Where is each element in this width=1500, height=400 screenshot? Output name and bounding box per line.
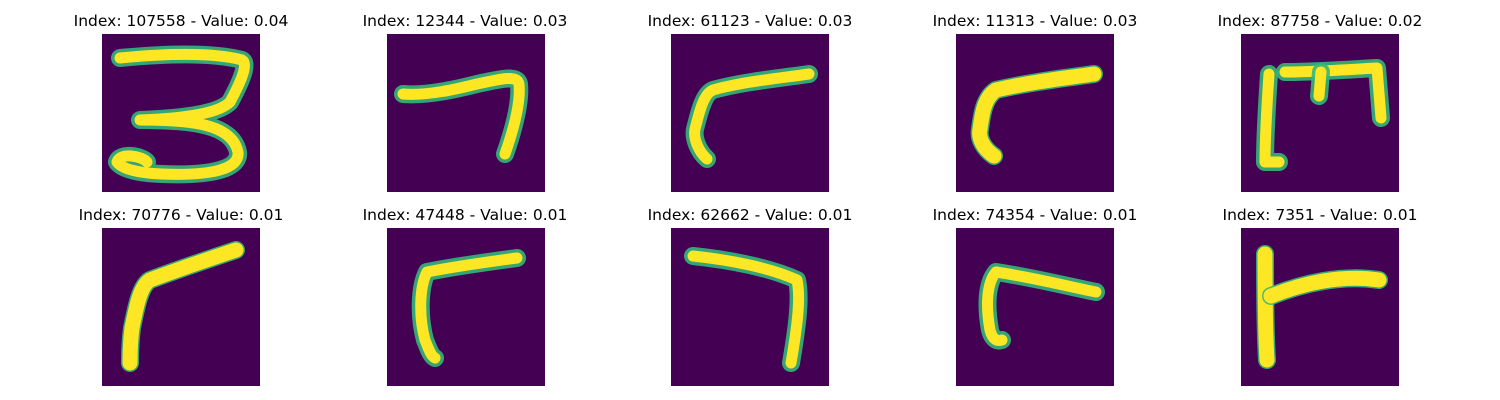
sample-title: Index: 12344 - Value: 0.03 [362, 12, 568, 30]
sample-title: Index: 7351 - Value: 0.01 [1222, 206, 1418, 224]
sample-title: Index: 74354 - Value: 0.01 [932, 206, 1138, 224]
three-icon [102, 34, 260, 192]
gamma-icon [387, 228, 545, 386]
gamma-icon [956, 34, 1114, 192]
sample-title: Index: 62662 - Value: 0.01 [647, 206, 853, 224]
sample-title: Index: 70776 - Value: 0.01 [78, 206, 284, 224]
sample-title: Index: 107558 - Value: 0.04 [73, 12, 289, 30]
sample-title: Index: 47448 - Value: 0.01 [362, 206, 568, 224]
sample-title: Index: 87758 - Value: 0.02 [1217, 12, 1423, 30]
seven-icon [387, 34, 545, 192]
sample-title: Index: 11313 - Value: 0.03 [932, 12, 1138, 30]
gamma-icon [956, 228, 1114, 386]
gamma-icon [671, 34, 829, 192]
sample-title: Index: 61123 - Value: 0.03 [647, 12, 853, 30]
gamma-icon [1241, 228, 1399, 386]
gamma-icon [102, 228, 260, 386]
seven-icon [671, 228, 829, 386]
bracket-icon [1241, 34, 1399, 192]
